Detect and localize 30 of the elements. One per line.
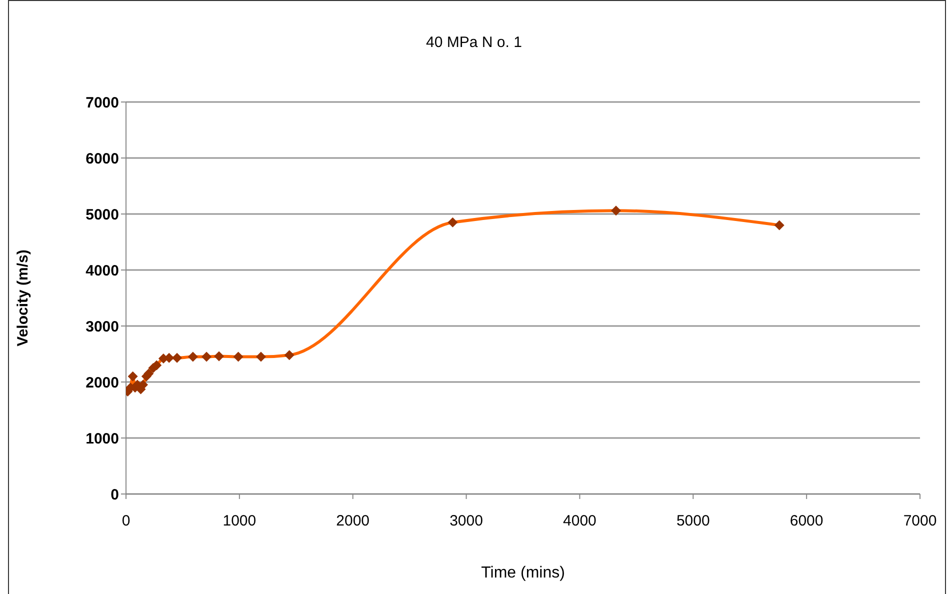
point bbox=[774, 220, 784, 230]
y-tick-label: 5000 bbox=[86, 206, 119, 224]
x-tick-label: 1000 bbox=[222, 512, 256, 530]
y-axis-title: Velocity (m/s) bbox=[14, 250, 32, 346]
x-tick-label: 7000 bbox=[903, 512, 937, 530]
chart-title: 40 MPa N o. 1 bbox=[425, 34, 523, 51]
point bbox=[284, 350, 294, 360]
x-tick-label: 0 bbox=[122, 512, 130, 530]
y-tick-label: 7000 bbox=[86, 94, 119, 112]
x-tick-label: 5000 bbox=[676, 512, 710, 530]
point bbox=[233, 352, 244, 362]
y-tick-label: 4000 bbox=[86, 262, 119, 280]
point bbox=[172, 352, 182, 363]
y-tick-label: 6000 bbox=[86, 150, 119, 168]
point bbox=[128, 371, 138, 382]
point bbox=[202, 352, 212, 362]
x-tick-label: 2000 bbox=[336, 512, 370, 530]
x-tick-label: 3000 bbox=[450, 512, 483, 530]
y-tick-label: 3000 bbox=[86, 318, 119, 336]
y-tick-label: 0 bbox=[110, 486, 119, 504]
point bbox=[256, 352, 266, 362]
point bbox=[611, 206, 622, 216]
point bbox=[214, 351, 224, 362]
point bbox=[188, 352, 198, 362]
y-tick-label: 2000 bbox=[86, 374, 119, 392]
point bbox=[448, 217, 458, 228]
x-tick-label: 4000 bbox=[563, 512, 596, 530]
x-axis-title: Time (mins) bbox=[481, 564, 565, 582]
x-tick-label: 6000 bbox=[790, 512, 824, 530]
y-tick-label: 1000 bbox=[86, 430, 119, 448]
